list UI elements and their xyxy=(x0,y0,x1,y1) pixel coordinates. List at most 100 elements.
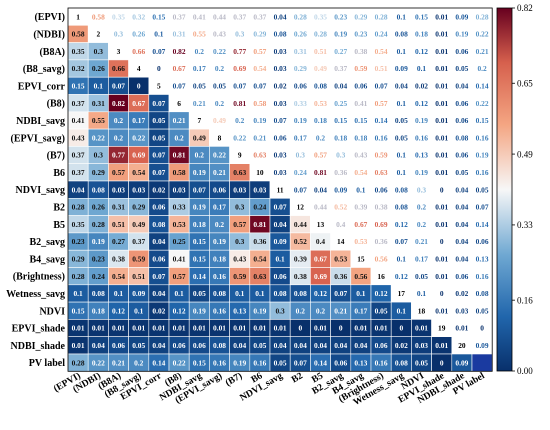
cell-value: 0.1 xyxy=(356,185,366,194)
cell-value: 0.2 xyxy=(417,203,427,212)
heatmap-cell: 14 xyxy=(330,232,352,251)
cell-value: 0.1 xyxy=(397,306,407,315)
cell-value: 0.16 xyxy=(375,358,388,367)
cell-value: 0.01 xyxy=(435,254,448,263)
cell-value: 0.49 xyxy=(132,220,145,229)
cell-value: 0.18 xyxy=(354,133,367,142)
heatmap-cell: 0.51 xyxy=(108,215,129,234)
heatmap-cell: 0.63 xyxy=(249,146,271,164)
cell-value: 0.49 xyxy=(193,133,206,142)
cell-value: 0.01 xyxy=(435,220,448,229)
cell-value: 0.05 xyxy=(395,133,408,142)
heatmap-cell: 0.2 xyxy=(209,59,230,78)
cell-value: 0.01 xyxy=(233,324,246,333)
cell-value: 0.06 xyxy=(193,341,206,350)
cell-value: 0.17 xyxy=(213,203,226,212)
cell-value: 0.1 xyxy=(397,47,407,56)
heatmap-cell: 0.1 xyxy=(249,284,271,303)
heatmap-cell: 0.2 xyxy=(411,198,432,216)
heatmap-cell: 0.23 xyxy=(87,249,109,268)
heatmap-cell: 0.77 xyxy=(108,146,129,164)
heatmap-cell: 0.35 xyxy=(310,7,331,26)
cell-value: 0.37 xyxy=(173,12,186,21)
cell-value: 0.14 xyxy=(476,220,489,229)
cell-value: 0.54 xyxy=(132,168,145,177)
heatmap-cell: 0.15 xyxy=(188,249,210,268)
cell-value: 0.07 xyxy=(375,81,388,90)
heatmap-cell: 0.28 xyxy=(87,215,109,234)
cell-value: 0.08 xyxy=(92,185,105,194)
heatmap-cell: 0.13 xyxy=(229,301,251,320)
cell-value: 18 xyxy=(418,306,426,315)
cell-value: 0.32 xyxy=(72,64,85,73)
cell-value: 0.63 xyxy=(253,151,266,160)
heatmap-cell: 0.08 xyxy=(390,353,412,372)
cell-value: 0.69 xyxy=(375,220,388,229)
cell-value: 0.08 xyxy=(152,220,165,229)
cell-value: 0.07 xyxy=(274,203,287,212)
cell-value: 0.14 xyxy=(314,358,327,367)
cell-value: 0.3 xyxy=(94,47,104,56)
cell-value: 0.23 xyxy=(354,30,367,39)
cell-value: 0.69 xyxy=(132,151,145,160)
cell-value: 0.16 xyxy=(213,306,226,315)
heatmap-cell: 0.04 xyxy=(289,336,311,355)
heatmap-cell: 0.03 xyxy=(269,94,291,113)
heatmap-cell: 0.18 xyxy=(310,111,331,130)
heatmap-cell: 0.04 xyxy=(269,7,291,26)
cell-value: 0.05 xyxy=(152,133,165,142)
cell-value: 0 xyxy=(440,185,444,194)
heatmap-cell: 0.05 xyxy=(148,128,170,147)
heatmap-cell: 0.19 xyxy=(188,301,210,320)
heatmap-cell: 0.01 xyxy=(431,249,453,268)
heatmap-cell: 0.51 xyxy=(370,59,392,78)
heatmap-cell: 0.2 xyxy=(108,128,129,147)
heatmap-cell: 0.63 xyxy=(229,163,251,182)
heatmap-cell: 0.19 xyxy=(289,111,311,130)
heatmap-cell: 0.03 xyxy=(451,301,473,320)
heatmap-cell: 0.06 xyxy=(269,267,291,286)
heatmap-cell: 0.81 xyxy=(168,146,190,164)
heatmap-cell: 0.12 xyxy=(168,301,190,320)
heatmap-cell: 0.17 xyxy=(209,198,230,216)
cell-value: 0.1 xyxy=(73,289,83,298)
heatmap-cell: 0.57 xyxy=(229,215,251,234)
cell-value: 0.01 xyxy=(72,341,85,350)
cell-value: 0.04 xyxy=(274,220,287,229)
heatmap-cell: 0.17 xyxy=(411,249,432,268)
heatmap-cell: 0.07 xyxy=(269,111,291,130)
heatmap-cell: 0.22 xyxy=(471,94,493,113)
cell-value: 0.02 xyxy=(152,306,165,315)
heatmap-cell: 0.02 xyxy=(451,284,473,303)
heatmap-cell: 0.01 xyxy=(108,319,129,337)
heatmap-cell: 0.09 xyxy=(451,353,473,372)
cell-value: 0.1 xyxy=(397,99,407,108)
cell-value: 0.06 xyxy=(152,203,165,212)
heatmap-cell: 0.07 xyxy=(330,284,352,303)
cell-value: 0.08 xyxy=(314,81,327,90)
heatmap-cell: 0.02 xyxy=(148,301,170,320)
cell-value: 0.03 xyxy=(415,341,428,350)
heatmap-cell: 0.21 xyxy=(330,301,352,320)
cell-value: 0.28 xyxy=(72,203,85,212)
cell-value: 0.12 xyxy=(395,272,408,281)
cell-value: 0.05 xyxy=(455,64,468,73)
heatmap-cell: 0.01 xyxy=(431,128,453,147)
cell-value: 0.19 xyxy=(233,358,246,367)
row-labels: (EPVI) (NDBI) (B8A) (B8_savg) EPVI_corr (B8) N… xyxy=(6,12,65,369)
heatmap-cell: 0.1 xyxy=(87,76,109,95)
heatmap-cell: 0.16 xyxy=(370,353,392,372)
cell-value: 0.08 xyxy=(294,289,307,298)
heatmap-cell: 0.19 xyxy=(249,301,271,320)
heatmap-cell: 0.54 xyxy=(249,59,271,78)
cell-value: 0.03 xyxy=(233,185,246,194)
heatmap-cell: 0.44 xyxy=(289,215,311,234)
cell-value: 0.24 xyxy=(375,30,388,39)
cell-value: 0.58 xyxy=(92,12,105,21)
heatmap-cell: 0.14 xyxy=(370,111,392,130)
cell-value: 0.07 xyxy=(233,81,246,90)
heatmap-cell: 0.19 xyxy=(209,232,230,251)
cell-value: 0.59 xyxy=(233,272,246,281)
heatmap-cell: 0.15 xyxy=(148,7,170,26)
